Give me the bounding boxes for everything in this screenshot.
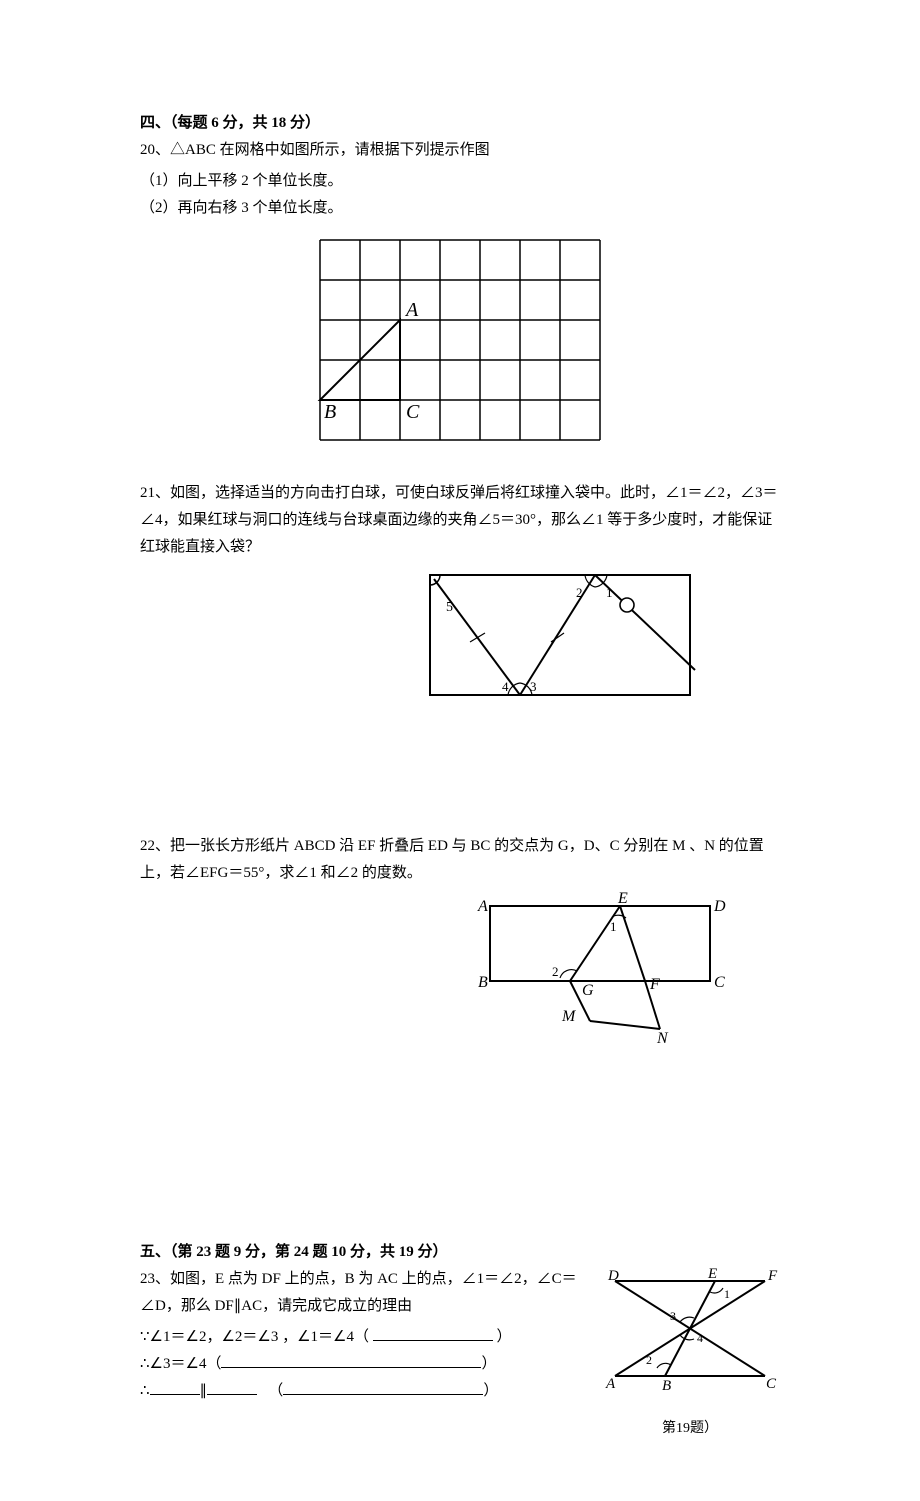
q23-line3-mid: ∥ (200, 1383, 208, 1399)
q23-line1-suffix: ） (493, 1329, 512, 1345)
q23-figure: D E F A B C 1 3 4 2 第19题） (600, 1266, 780, 1441)
q23-label-4: 4 (697, 1331, 703, 1345)
q22-label-D: D (713, 898, 726, 915)
q23-label-E: E (707, 1266, 717, 1282)
q23-line2-suffix: ） (481, 1356, 496, 1372)
q22-label-F: F (649, 976, 660, 993)
q21-figure: 5 4 3 2 1 (140, 565, 780, 725)
q21-label-2: 2 (576, 585, 583, 600)
q20-sub2: （2）再向右移 3 个单位长度。 (140, 195, 780, 222)
q23-label-1: 1 (724, 1287, 730, 1301)
q20-label-A: A (404, 299, 419, 321)
section-4-heading: 四、（每题 6 分，共 18 分） (140, 110, 780, 137)
q23-label-B: B (662, 1378, 671, 1394)
q20-label-C: C (406, 401, 420, 423)
q23-label-D: D (607, 1268, 619, 1284)
q23-line1-prefix: ∵∠1＝∠2，∠2＝∠3 ，∠1＝∠4（ (140, 1329, 373, 1345)
q23-label-A: A (605, 1376, 616, 1392)
q23-blank-2[interactable] (221, 1354, 481, 1368)
q23-line3-paren-close: ） (483, 1383, 498, 1399)
q23-blank-3b[interactable] (207, 1381, 257, 1395)
q20-stem: 20、△ABC 在网格中如图所示，请根据下列提示作图 (140, 137, 780, 164)
q22-label-1: 1 (610, 919, 617, 934)
q21-label-1: 1 (606, 585, 613, 600)
q22-label-B: B (478, 974, 488, 991)
q23-label-3: 3 (670, 1309, 676, 1323)
q20-label-B: B (324, 401, 336, 423)
q23-blank-1[interactable] (373, 1327, 493, 1341)
q21-label-3: 3 (530, 679, 537, 694)
q23-line3-prefix: ∴ (140, 1383, 150, 1399)
q21-stem: 21、如图，选择适当的方向击打白球，可使白球反弹后将红球撞入袋中。此时，∠1＝∠… (140, 480, 780, 561)
q22-label-M: M (561, 1008, 577, 1025)
q22-label-A: A (477, 898, 488, 915)
q20-figure: A B C (140, 230, 780, 460)
q23-figure-caption: 第19题） (600, 1416, 780, 1441)
q22-label-C: C (714, 974, 725, 991)
q22-label-2: 2 (552, 964, 559, 979)
q21-label-4: 4 (502, 679, 509, 694)
q22-label-E: E (617, 891, 628, 907)
q22-figure: A D B C E F G M N 1 2 (140, 891, 780, 1061)
q23-label-F: F (767, 1268, 778, 1284)
q23-line2-prefix: ∴∠3＝∠4（ (140, 1356, 221, 1372)
q20-sub1: （1）向上平移 2 个单位长度。 (140, 168, 780, 195)
q23-label-2: 2 (646, 1353, 652, 1367)
q22-label-G: G (582, 982, 594, 999)
section-5-heading: 五、（第 23 题 9 分，第 24 题 10 分，共 19 分） (140, 1239, 780, 1266)
q23-line3-paren-open: （ (268, 1383, 283, 1399)
q23-blank-3c[interactable] (283, 1381, 483, 1395)
q23-blank-3a[interactable] (150, 1381, 200, 1395)
q22-label-N: N (656, 1030, 669, 1047)
q23-label-C: C (766, 1376, 777, 1392)
q22-stem: 22、把一张长方形纸片 ABCD 沿 EF 折叠后 ED 与 BC 的交点为 G… (140, 833, 780, 887)
